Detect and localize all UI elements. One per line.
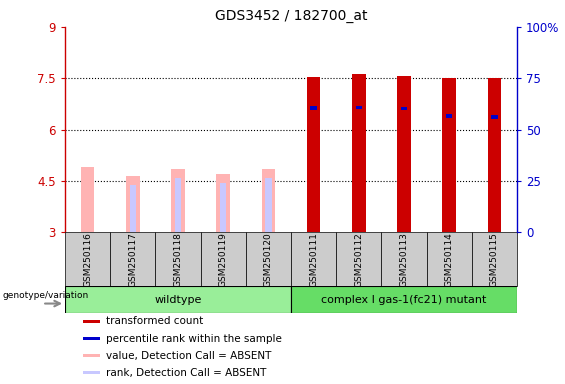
Bar	[129, 185, 136, 232]
Bar	[171, 169, 185, 232]
Bar	[446, 114, 453, 118]
Bar	[307, 76, 320, 232]
Bar	[352, 74, 366, 232]
Bar	[336, 232, 381, 286]
Bar	[262, 169, 275, 232]
Bar	[291, 286, 517, 313]
Title: GDS3452 / 182700_at: GDS3452 / 182700_at	[215, 9, 367, 23]
Text: complex I gas-1(fc21) mutant: complex I gas-1(fc21) mutant	[321, 295, 486, 305]
Bar	[381, 232, 427, 286]
Bar	[201, 232, 246, 286]
Bar	[65, 286, 291, 313]
Bar	[291, 232, 336, 286]
Bar	[442, 78, 456, 232]
Bar	[83, 371, 100, 374]
Bar	[83, 354, 100, 357]
Bar	[126, 176, 140, 232]
Text: GSM250114: GSM250114	[445, 232, 454, 286]
Text: GSM250120: GSM250120	[264, 232, 273, 286]
Text: wildtype: wildtype	[154, 295, 202, 305]
Bar	[155, 232, 201, 286]
Text: percentile rank within the sample: percentile rank within the sample	[106, 334, 281, 344]
Bar	[81, 167, 94, 232]
Bar	[427, 232, 472, 286]
Bar	[355, 106, 362, 109]
Bar	[491, 115, 498, 119]
Bar	[265, 177, 272, 232]
Bar	[472, 232, 517, 286]
Bar	[246, 232, 291, 286]
Bar	[83, 320, 100, 323]
Bar	[488, 78, 501, 232]
Text: GSM250112: GSM250112	[354, 232, 363, 286]
Text: GSM250117: GSM250117	[128, 232, 137, 286]
Bar	[216, 174, 230, 232]
Text: GSM250119: GSM250119	[219, 232, 228, 286]
Bar	[65, 232, 110, 286]
Bar	[110, 232, 155, 286]
Text: GSM250113: GSM250113	[399, 232, 408, 286]
Bar	[397, 76, 411, 232]
Text: GSM250115: GSM250115	[490, 232, 499, 286]
Text: genotype/variation: genotype/variation	[3, 291, 89, 300]
Bar	[175, 178, 181, 232]
Text: GSM250111: GSM250111	[309, 232, 318, 286]
Bar	[401, 107, 407, 110]
Text: rank, Detection Call = ABSENT: rank, Detection Call = ABSENT	[106, 367, 266, 377]
Bar	[83, 337, 100, 340]
Bar	[310, 106, 317, 110]
Text: GSM250118: GSM250118	[173, 232, 182, 286]
Text: value, Detection Call = ABSENT: value, Detection Call = ABSENT	[106, 351, 271, 361]
Text: transformed count: transformed count	[106, 316, 203, 326]
Text: GSM250116: GSM250116	[83, 232, 92, 286]
Bar	[220, 183, 227, 232]
